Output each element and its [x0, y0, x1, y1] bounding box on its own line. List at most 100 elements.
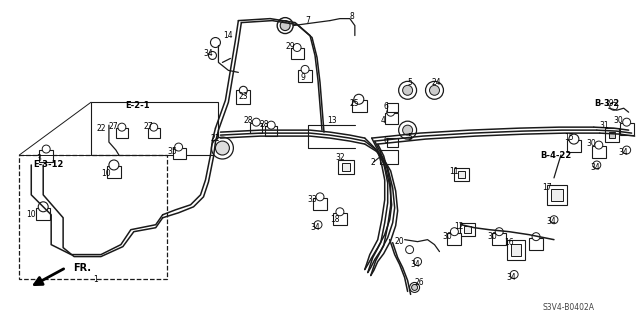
Circle shape — [293, 43, 301, 51]
Bar — [460, 223, 476, 236]
Bar — [511, 244, 521, 256]
Bar — [547, 185, 567, 205]
Circle shape — [209, 51, 216, 59]
Text: 29: 29 — [285, 42, 295, 51]
Circle shape — [252, 118, 260, 126]
Bar — [116, 128, 128, 138]
Text: 7: 7 — [306, 16, 310, 25]
Bar — [338, 160, 354, 174]
Bar — [387, 138, 397, 147]
Text: 1: 1 — [93, 275, 99, 284]
Circle shape — [38, 202, 48, 212]
Text: 8: 8 — [349, 12, 354, 21]
Text: 25: 25 — [349, 99, 358, 108]
Text: 27: 27 — [108, 122, 118, 131]
Text: S3V4-B0402A: S3V4-B0402A — [543, 303, 595, 312]
Circle shape — [510, 271, 518, 278]
Bar — [551, 189, 563, 201]
Text: 21: 21 — [211, 134, 220, 143]
Text: 26: 26 — [415, 278, 424, 287]
Text: 32: 32 — [335, 152, 345, 161]
Text: B-3-2: B-3-2 — [594, 99, 620, 108]
Text: 34: 34 — [204, 49, 213, 58]
Circle shape — [336, 208, 344, 216]
Bar — [620, 123, 634, 135]
Bar — [313, 198, 327, 210]
Circle shape — [211, 137, 234, 159]
Text: 33: 33 — [307, 195, 317, 204]
Circle shape — [595, 141, 603, 149]
Text: E-2-1: E-2-1 — [125, 101, 150, 110]
Bar — [236, 90, 250, 104]
Circle shape — [406, 246, 413, 254]
Text: 34: 34 — [310, 223, 320, 232]
Circle shape — [268, 121, 275, 129]
Text: 34: 34 — [619, 147, 628, 157]
Circle shape — [569, 134, 579, 144]
Circle shape — [277, 18, 293, 33]
Text: 22: 22 — [96, 124, 106, 133]
Bar — [387, 103, 397, 112]
Text: 14: 14 — [223, 31, 233, 40]
Text: 2: 2 — [371, 159, 375, 167]
Bar — [567, 140, 581, 152]
Text: 5: 5 — [407, 133, 412, 142]
Circle shape — [412, 285, 417, 290]
Bar — [458, 171, 465, 178]
Circle shape — [532, 233, 540, 241]
Circle shape — [211, 38, 220, 48]
Text: 19: 19 — [604, 99, 614, 108]
Circle shape — [42, 145, 50, 153]
Bar — [465, 226, 471, 233]
Circle shape — [314, 221, 322, 229]
Bar — [529, 238, 543, 249]
Text: 10: 10 — [101, 169, 111, 178]
Bar — [333, 213, 347, 225]
Bar — [291, 48, 304, 59]
Circle shape — [593, 161, 601, 169]
Text: 4: 4 — [380, 116, 385, 125]
Circle shape — [150, 123, 157, 131]
Bar — [447, 233, 461, 245]
Text: 34: 34 — [411, 260, 420, 269]
Text: FR.: FR. — [73, 263, 91, 272]
Text: 34: 34 — [590, 163, 600, 173]
Bar — [507, 240, 525, 260]
Circle shape — [387, 108, 395, 116]
Bar — [39, 150, 53, 162]
Circle shape — [280, 21, 290, 31]
Bar — [298, 70, 312, 82]
Text: 17: 17 — [542, 183, 552, 192]
Text: 30: 30 — [443, 232, 452, 241]
Circle shape — [216, 141, 229, 155]
Text: 31: 31 — [599, 121, 609, 130]
Text: 20: 20 — [395, 237, 404, 246]
Text: 15: 15 — [564, 133, 573, 142]
Bar — [148, 128, 160, 138]
Circle shape — [399, 121, 417, 139]
Circle shape — [495, 228, 503, 236]
Text: 3: 3 — [36, 153, 42, 162]
Circle shape — [429, 85, 440, 95]
Text: 6: 6 — [383, 102, 388, 111]
Bar — [107, 166, 121, 178]
Text: 12: 12 — [454, 222, 464, 231]
Circle shape — [403, 125, 413, 135]
Circle shape — [109, 160, 119, 170]
Text: 35: 35 — [168, 146, 177, 156]
Text: 30: 30 — [586, 138, 596, 148]
Text: 30: 30 — [488, 232, 497, 241]
Text: 30: 30 — [614, 116, 623, 125]
Text: 34: 34 — [506, 273, 516, 282]
Text: 23: 23 — [239, 92, 248, 101]
Bar — [609, 132, 614, 138]
Text: 13: 13 — [327, 116, 337, 125]
Text: E-3-12: E-3-12 — [33, 160, 63, 169]
Bar — [592, 146, 605, 158]
Bar — [173, 148, 186, 159]
Circle shape — [623, 146, 630, 154]
Text: 24: 24 — [431, 78, 442, 87]
Text: 11: 11 — [450, 167, 459, 176]
Circle shape — [413, 257, 422, 265]
Text: 5: 5 — [407, 78, 412, 87]
